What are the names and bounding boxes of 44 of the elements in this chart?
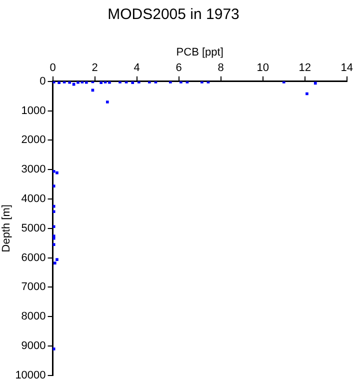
point [52,236,56,240]
y-tick-label: 0 [40,75,46,88]
x-tick-label: 2 [92,62,98,74]
y-tick-label: 8000 [21,310,46,323]
x-axis-title: PCB [ppt] [176,46,224,59]
x-tick-label: 4 [134,62,140,74]
point [314,82,317,85]
y-axis-title: Depth [m] [0,204,13,252]
y-tick-label: 6000 [21,252,46,264]
y-tick-label: 5000 [21,222,46,234]
x-tick-label: 0 [50,62,56,74]
y-tick-label: 2000 [21,134,46,146]
point [56,171,58,174]
x-tick-label: 10 [256,62,269,74]
point [306,92,308,96]
point [108,81,111,84]
y-tick-label: 1000 [21,104,46,117]
point [58,81,61,84]
y-tick-label: 10000 [15,369,46,382]
point [52,204,56,208]
point [84,81,88,84]
point [52,225,56,228]
point [53,262,56,265]
y-tick-label: 7000 [21,281,46,294]
y-tick-label: 3000 [21,164,46,176]
point [106,100,109,104]
y-tick-label: 9000 [21,340,46,352]
point [72,82,76,86]
point [76,81,80,84]
point [52,184,56,188]
x-tick-label: 8 [218,62,224,74]
x-tick-label: 14 [340,62,354,74]
x-tick-label: 6 [176,62,182,74]
point [68,81,72,84]
y-tick-label: 4000 [21,193,46,206]
x-tick-label: 12 [298,62,311,74]
point [52,243,56,246]
point [100,81,103,84]
point [56,258,58,261]
point [131,81,134,84]
point [52,348,56,350]
point [52,210,56,214]
point [52,170,56,173]
chart-title: MODS2005 in 1973 [108,6,240,24]
